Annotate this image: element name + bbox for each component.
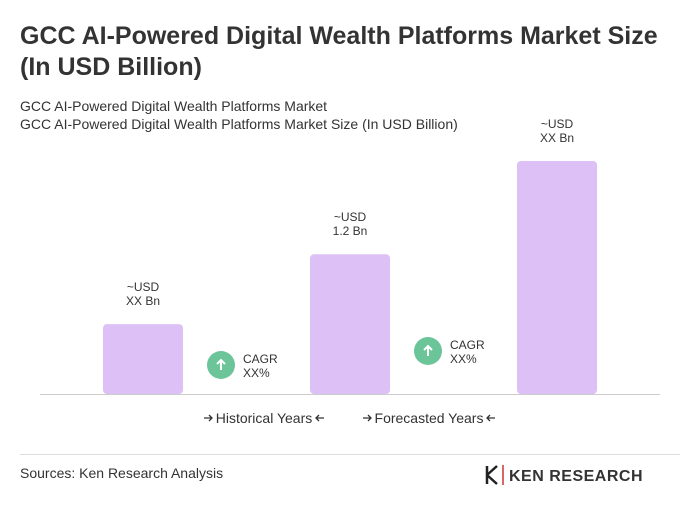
value-label: ~USD XX Bn xyxy=(540,117,574,145)
period-label: Historical Years xyxy=(216,410,313,426)
cagr-label: CAGR xyxy=(243,352,278,366)
value-label-line: XX Bn xyxy=(126,294,160,308)
arrow xyxy=(315,414,324,422)
logo-icon xyxy=(485,465,498,485)
value-label-line: ~USD xyxy=(334,210,367,224)
arrow xyxy=(363,414,372,422)
value-label-line: 1.2 Bn xyxy=(333,224,368,238)
value-label-line: ~USD xyxy=(127,280,160,294)
period-label: Forecasted Years xyxy=(375,410,484,426)
cagr-label: CAGR xyxy=(450,338,485,352)
arrow xyxy=(204,414,213,422)
source: Sources: Ken Research Analysis xyxy=(20,465,223,481)
value-label-line: ~USD xyxy=(541,117,574,131)
bar xyxy=(310,254,390,394)
logo-text: KEN RESEARCH xyxy=(509,468,643,485)
chart-title: GCC AI-Powered Digital Wealth Platforms … xyxy=(20,22,658,81)
cagr-label: XX% xyxy=(243,366,270,380)
cagr-arrow xyxy=(216,358,226,370)
value-label-line: XX Bn xyxy=(540,131,574,145)
subtitle: GCC AI-Powered Digital Wealth Platforms … xyxy=(20,98,327,114)
arrow xyxy=(486,414,495,422)
value-label: ~USD XX Bn xyxy=(126,280,160,308)
bar xyxy=(103,324,183,394)
subtitle: GCC AI-Powered Digital Wealth Platforms … xyxy=(20,116,458,132)
bar xyxy=(517,161,597,394)
logo: KEN RESEARCH xyxy=(485,465,643,485)
cagr-arrow xyxy=(423,344,433,356)
value-label: ~USD 1.2 Bn xyxy=(333,210,368,238)
cagr-label: XX% xyxy=(450,352,477,366)
